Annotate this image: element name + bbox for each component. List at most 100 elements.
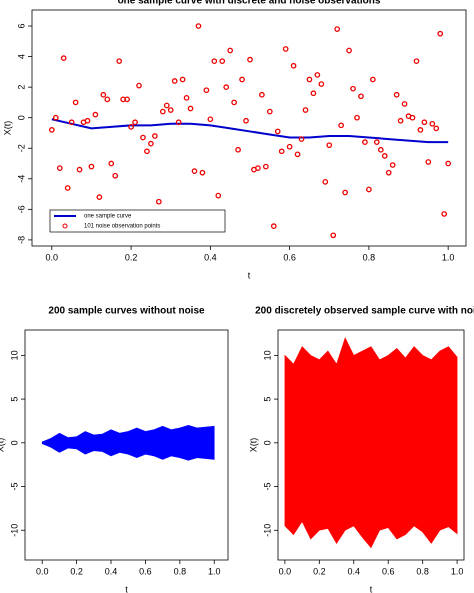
noise-point [302,107,309,113]
noise-point [163,102,170,109]
noise-point [270,223,277,229]
noise-point [140,134,146,141]
y-tick-label: -10 [9,524,19,537]
noise-point [433,125,440,132]
x-tick-label: 0.2 [313,566,326,576]
noise-point [334,26,341,32]
noise-point [342,189,348,196]
chart-title: one sample curve with discrete and noise… [118,0,381,7]
y-tick-label: 4 [16,54,26,59]
noise-point [354,114,360,121]
noise-point [362,139,368,145]
noise-point [346,47,352,54]
noise-point [274,128,281,135]
noise-point [397,117,404,124]
x-tick-label: 0.2 [125,252,138,262]
y-tick-label: -6 [16,205,26,213]
x-tick-label: 0.8 [363,252,376,262]
noise-point [286,143,293,150]
noise-point [215,192,222,199]
noise-point [247,56,253,63]
noise-point [366,186,372,193]
x-tick-label: 1.0 [451,566,464,576]
y-tick-label: 10 [9,350,19,360]
noise-point [132,119,138,126]
y-tick-label: -4 [16,175,26,183]
noise-point [326,142,333,149]
noise-point [259,91,265,98]
legend-marker [62,223,68,229]
legend-box [49,209,226,233]
noise-point [441,211,448,217]
noise-point [112,172,119,179]
x-tick-label: 1.0 [208,566,221,576]
noise-point [211,58,218,65]
x-axis-label: t [248,270,251,280]
noise-point [183,94,190,101]
noise-point [64,185,71,191]
noise-point [68,119,75,126]
noise-point [298,136,305,142]
noise-point [401,101,408,107]
noise-point [243,117,249,124]
y-axis-label: X(t) [2,121,12,136]
noise-point [100,91,107,98]
y-tick-label: 0 [9,440,19,445]
noise-point [290,62,297,69]
y-tick-label: 10 [262,350,272,360]
y-axis-label: X(t) [0,438,5,453]
noise-point [136,82,142,89]
noise-point [350,85,356,92]
noise-point [393,91,400,98]
noise-point [445,160,452,167]
y-tick-label: -2 [16,144,26,152]
noise-point [148,140,154,147]
noise-point [195,23,202,29]
y-tick-label: 0 [262,440,272,445]
noise-point [330,232,337,239]
y-tick-label: 2 [16,85,26,90]
noise-point [262,163,269,170]
noise-point [413,58,420,65]
noise-point [417,127,424,133]
noise-point [437,30,444,37]
noise-point [56,165,63,171]
noise-point [373,139,380,145]
noise-point [425,159,432,165]
x-tick-label: 0.6 [139,566,152,576]
noise-point [88,163,95,170]
noise-point [389,162,396,168]
noise-point [124,96,130,103]
noise-point [377,146,384,153]
noise-point [219,58,226,65]
noise-point [108,160,115,167]
noise-point [96,194,103,200]
y-tick-label: -10 [262,524,272,537]
noise-point [128,124,134,130]
x-tick-label: 1.0 [442,252,455,262]
noise-point [338,122,345,129]
plot-frame [24,329,229,561]
chart-title: 200 sample curves without noise [48,306,205,317]
noise-point [385,169,392,176]
plot-frame [277,329,465,561]
noise-point [370,76,376,83]
x-axis-label: t [370,584,373,593]
y-tick-label: -8 [16,236,26,244]
noise-point [318,81,325,87]
y-tick-label: 6 [16,24,26,29]
noise-point [191,168,198,175]
x-tick-label: 0.6 [382,566,395,576]
y-tick-label: -5 [262,483,272,491]
x-tick-label: 0.4 [105,566,118,576]
noise-point [199,169,206,176]
noise-point [92,111,99,118]
noise-point [52,114,59,121]
noise-point [223,84,230,90]
y-tick-label: 5 [262,397,272,402]
noise-point [231,99,237,106]
noise-point [48,127,55,133]
noise-point [421,119,428,126]
noise-point [306,76,313,83]
noise-point [76,166,83,173]
